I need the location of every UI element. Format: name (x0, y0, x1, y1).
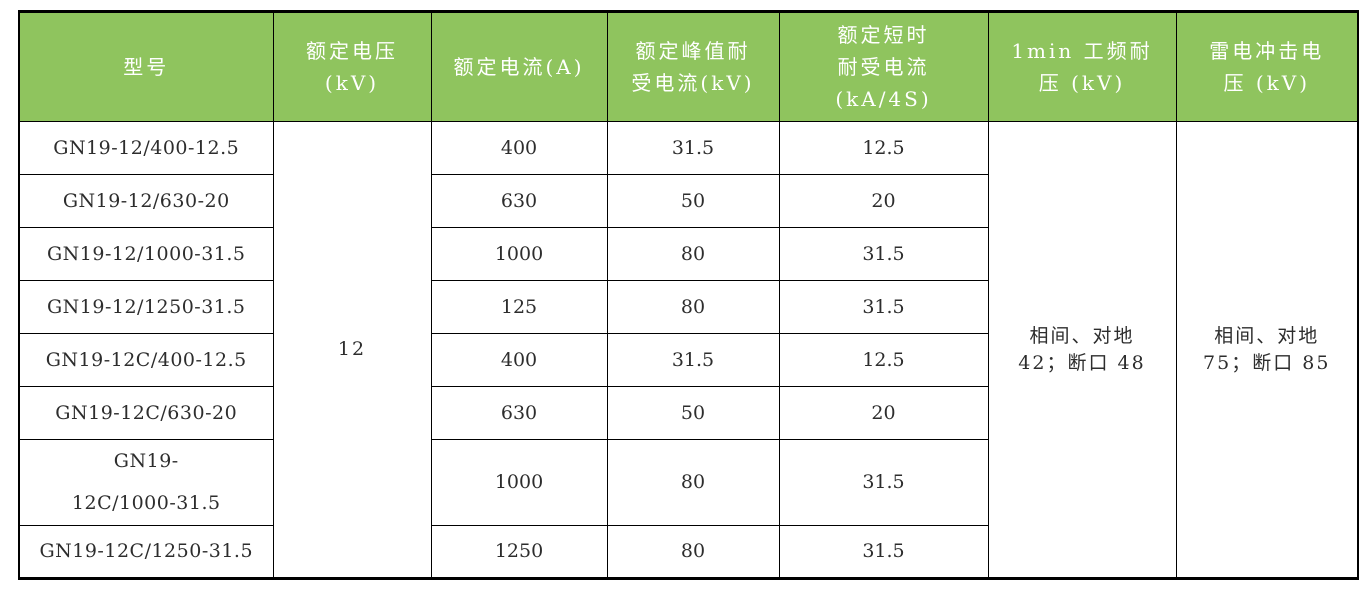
header-row: 型号 额定电压 (kV) 额定电流(A) 额定峰值耐 受电流(kV) 额定短时 … (18, 11, 1359, 122)
table-row: GN19-12/1000-31.5 1000 80 31.5 (18, 227, 1358, 281)
model-cell: GN19-12/1000-31.5 (18, 227, 274, 281)
table-row: GN19-12/1250-31.5 125 80 31.5 (18, 280, 1358, 334)
short-time-current-cell: 31.5 (778, 525, 989, 579)
rated-current-cell: 630 (430, 174, 608, 228)
rated-current-cell: 125 (430, 280, 608, 334)
rated-voltage-merged-cell: 12 (272, 121, 432, 579)
rated-current-cell: 1000 (430, 439, 608, 526)
peak-current-cell: 50 (606, 386, 780, 440)
rated-current-cell: 1250 (430, 525, 608, 579)
power-frequency-merged-cell: 相间、对地 42；断口 48 (987, 121, 1177, 579)
table-header: 型号 额定电压 (kV) 额定电流(A) 额定峰值耐 受电流(kV) 额定短时 … (18, 11, 1359, 122)
model-cell: GN19-12C/1250-31.5 (18, 525, 274, 579)
short-time-current-cell: 31.5 (778, 280, 989, 334)
lightning-impulse-merged-cell: 相间、对地 75；断口 85 (1175, 121, 1359, 579)
col-header-model: 型号 (18, 11, 274, 122)
peak-current-cell: 80 (606, 525, 780, 579)
peak-current-cell: 80 (606, 439, 780, 526)
short-time-current-cell: 31.5 (778, 439, 989, 526)
col-header-short-time-current: 额定短时 耐受电流 (kA/4S) (778, 11, 989, 122)
model-cell: GN19-12/1250-31.5 (18, 280, 274, 334)
switch-spec-table: 型号 额定电压 (kV) 额定电流(A) 额定峰值耐 受电流(kV) 额定短时 … (18, 10, 1359, 580)
peak-current-cell: 80 (606, 280, 780, 334)
table-row: GN19-12/400-12.5 12 400 31.5 12.5 相间、对地 … (18, 121, 1359, 579)
col-header-peak-withstand-current: 额定峰值耐 受电流(kV) (606, 11, 780, 122)
peak-current-cell: 50 (606, 174, 780, 228)
table-body: GN19-12/400-12.5 12 400 31.5 12.5 相间、对地 … (18, 121, 1359, 579)
peak-current-cell: 31.5 (606, 333, 780, 387)
short-time-current-cell: 31.5 (778, 227, 989, 281)
model-cell: GN19-12C/630-20 (18, 386, 274, 440)
table-row: GN19-12/630-20 630 50 20 (18, 174, 1358, 228)
short-time-current-cell: 12.5 (778, 121, 989, 175)
col-header-rated-voltage: 额定电压 (kV) (272, 11, 432, 122)
rated-current-cell: 1000 (430, 227, 608, 281)
col-header-power-frequency-withstand: 1min 工频耐 压 (kV) (987, 11, 1177, 122)
col-header-lightning-impulse: 雷电冲击电 压 (kV) (1175, 11, 1359, 122)
short-time-current-cell: 20 (778, 386, 989, 440)
rated-current-cell: 400 (430, 121, 608, 175)
model-cell: GN19-12C/400-12.5 (18, 333, 274, 387)
peak-current-cell: 31.5 (606, 121, 780, 175)
table-row: GN19-12C/630-20 630 50 20 (18, 386, 1358, 440)
rated-current-cell: 630 (430, 386, 608, 440)
model-cell: GN19-12/630-20 (18, 174, 274, 228)
short-time-current-cell: 20 (778, 174, 989, 228)
table-row: GN19- 12C/1000-31.5 1000 80 31.5 (18, 439, 1358, 526)
table-row: GN19-12C/1250-31.5 1250 80 31.5 (18, 525, 1358, 579)
model-cell: GN19- 12C/1000-31.5 (18, 439, 274, 526)
col-header-rated-current: 额定电流(A) (430, 11, 608, 122)
peak-current-cell: 80 (606, 227, 780, 281)
model-cell: GN19-12/400-12.5 (18, 121, 274, 175)
rated-current-cell: 400 (430, 333, 608, 387)
table-row: GN19-12C/400-12.5 400 31.5 12.5 (18, 333, 1358, 387)
short-time-current-cell: 12.5 (778, 333, 989, 387)
